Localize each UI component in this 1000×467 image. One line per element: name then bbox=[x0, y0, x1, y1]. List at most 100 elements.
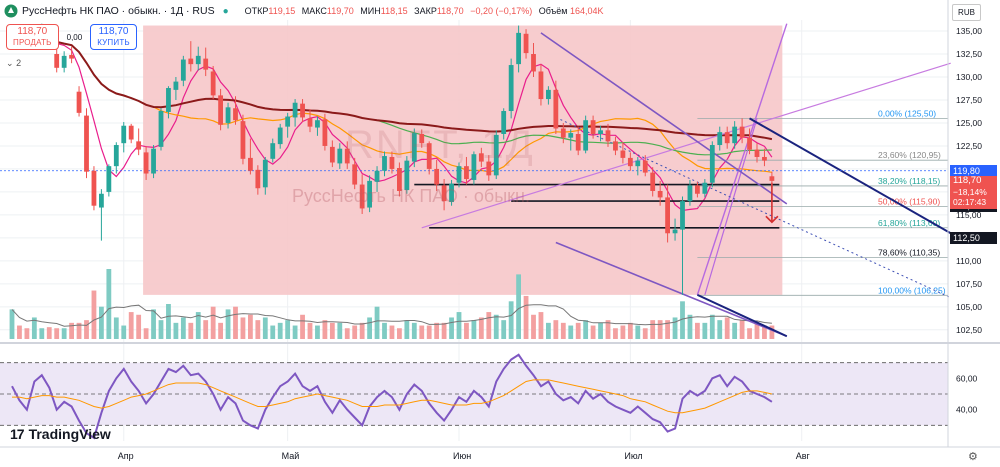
candle-body bbox=[76, 91, 82, 113]
candle-body bbox=[642, 160, 648, 173]
volume-bar bbox=[233, 306, 238, 339]
volume-bar bbox=[158, 320, 164, 339]
volume-bar bbox=[769, 325, 775, 339]
gear-icon[interactable]: ⚙ bbox=[968, 451, 978, 463]
sell-button[interactable]: 118,70 ПРОДАТЬ bbox=[6, 24, 59, 50]
volume-bar bbox=[657, 320, 663, 339]
volume-bar bbox=[486, 312, 492, 339]
candle-body bbox=[151, 148, 156, 174]
y-tick-label: 135,00 bbox=[956, 26, 982, 36]
symbol-logo-icon[interactable] bbox=[4, 4, 18, 18]
volume-bar bbox=[449, 317, 454, 339]
volume-bar bbox=[128, 312, 134, 339]
candle-body bbox=[568, 133, 574, 138]
candle-body bbox=[173, 81, 179, 90]
volume-bar bbox=[471, 320, 477, 339]
volume-bar bbox=[39, 328, 45, 339]
currency-selector[interactable]: RUB bbox=[952, 4, 981, 21]
volume-bar bbox=[501, 320, 507, 339]
volume-bar bbox=[240, 317, 246, 339]
candle-body bbox=[531, 54, 536, 72]
candle-body bbox=[307, 118, 313, 127]
volume-bar bbox=[516, 274, 521, 339]
buy-button[interactable]: 118,70 КУПИТЬ bbox=[90, 24, 137, 50]
volume-bar bbox=[329, 322, 335, 339]
candle-body bbox=[121, 125, 127, 144]
volume-bar bbox=[277, 322, 283, 339]
trendline-upper bbox=[421, 62, 951, 229]
candle-body bbox=[106, 166, 112, 192]
rsi-tick-label: 60,00 bbox=[956, 373, 978, 383]
candle-body bbox=[680, 201, 685, 230]
drawings bbox=[0, 23, 952, 338]
y-tick-label: 107,50 bbox=[956, 279, 982, 289]
volume-bar bbox=[583, 320, 589, 339]
candle-body bbox=[382, 156, 387, 171]
volume-bar bbox=[531, 314, 536, 339]
volume-bar bbox=[180, 317, 186, 339]
chart-header: РуссНефть НК ПАО · обыкн. · 1Д · RUS ● О… bbox=[0, 2, 604, 20]
spread-value: 0,00 bbox=[66, 32, 83, 42]
candle-body bbox=[367, 180, 372, 208]
candle-body bbox=[322, 119, 328, 146]
volume-bar bbox=[121, 325, 127, 339]
indicators-toggle[interactable]: ⌄ 2 bbox=[6, 58, 22, 68]
tradingview-logo[interactable]: 17 TradingView bbox=[10, 426, 111, 442]
price-tag: 119,80 bbox=[950, 164, 997, 177]
candle-body bbox=[709, 145, 715, 183]
volume-bar bbox=[218, 322, 223, 339]
ma-line bbox=[11, 33, 773, 141]
volume-label: Объём bbox=[538, 6, 568, 16]
candle-body bbox=[225, 107, 231, 123]
candle-body bbox=[285, 116, 291, 127]
candle-body bbox=[270, 143, 276, 159]
trade-buttons: 118,70 ПРОДАТЬ 0,00 118,70 КУПИТЬ bbox=[6, 24, 137, 50]
volume-bar bbox=[359, 322, 365, 339]
volume-bar bbox=[404, 320, 410, 339]
resistance-line bbox=[696, 293, 788, 338]
candle-body bbox=[516, 32, 521, 65]
candle-body bbox=[352, 164, 358, 185]
volume-bar bbox=[69, 322, 74, 339]
candle-body bbox=[501, 111, 507, 134]
candle-body bbox=[687, 185, 693, 202]
watermark-symbol: RNFT, 1Д bbox=[345, 123, 535, 167]
volume-bars bbox=[9, 269, 775, 339]
volume-bar bbox=[136, 314, 142, 339]
market-status-icon[interactable]: ● bbox=[222, 5, 229, 17]
volume-bar bbox=[717, 320, 723, 339]
volume-bar bbox=[285, 320, 291, 339]
fib-level-label: 50,00% (115,90) bbox=[878, 197, 940, 207]
volume-bar bbox=[151, 309, 156, 339]
fib-level-label: 100,00% (106,25) bbox=[878, 285, 946, 295]
volume-bar bbox=[188, 322, 194, 339]
rsi-pane: 60,00 40,00 bbox=[0, 353, 978, 440]
volume-bar bbox=[613, 328, 618, 339]
candle-body bbox=[546, 89, 551, 100]
volume-bar bbox=[642, 328, 648, 339]
y-tick-label: 105,00 bbox=[956, 302, 982, 312]
candle-body bbox=[620, 150, 626, 158]
fib-level-label: 23,60% (120,95) bbox=[878, 150, 941, 160]
candle-body bbox=[188, 58, 194, 65]
candle-body bbox=[732, 126, 738, 144]
volume-bar bbox=[739, 320, 745, 339]
candle-body bbox=[143, 152, 149, 174]
candle-body bbox=[128, 125, 134, 140]
candle-body bbox=[553, 89, 559, 129]
volume-bar bbox=[225, 309, 231, 339]
volume-bar bbox=[605, 320, 611, 339]
fib-level-label: 0,00% (125,50) bbox=[878, 108, 936, 118]
volume-bar bbox=[456, 312, 462, 339]
fib-level-label: 61,80% (113,60) bbox=[878, 218, 940, 228]
candle-body bbox=[248, 157, 253, 171]
volume-bar bbox=[9, 309, 15, 339]
symbol-title[interactable]: РуссНефть НК ПАО · обыкн. · 1Д · RUS bbox=[22, 5, 215, 17]
volume-bar bbox=[754, 322, 760, 339]
volume-bar bbox=[382, 322, 387, 339]
tradingview-logo-icon: 17 bbox=[10, 426, 25, 442]
volume-value: 164,04K bbox=[569, 6, 604, 16]
volume-bar bbox=[523, 295, 529, 339]
volume-bar bbox=[17, 325, 22, 339]
